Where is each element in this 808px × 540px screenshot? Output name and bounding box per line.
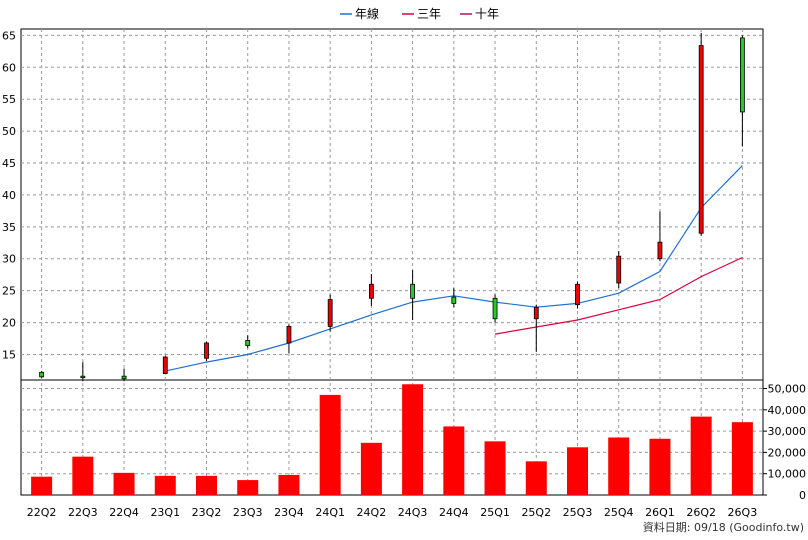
price-tick-label: 30 [2,253,16,266]
price-axis-ticks: 15 20 25 30 35 40 45 50 55 60 65 [2,29,16,361]
candle-body [286,325,292,344]
candle-body [739,37,745,113]
volume-bar [31,476,53,495]
volume-bar [731,422,753,495]
x-tick-label: 23Q2 [192,506,222,519]
volume-bar [113,472,135,495]
x-tick-label: 25Q4 [604,506,634,519]
candle-body [162,356,168,375]
candle-body [327,299,333,327]
x-tick-label: 25Q2 [521,506,551,519]
volume-bar [360,442,382,495]
price-tick-label: 35 [2,221,16,234]
x-tick-label: 24Q1 [315,506,345,519]
x-tick-label: 24Q3 [398,506,428,519]
x-tick-label: 24Q2 [357,506,387,519]
volume-bar [567,447,588,495]
volume-tick-label: 20,000 [768,446,807,459]
candle-body [368,283,374,299]
x-tick-label: 23Q4 [274,506,304,519]
x-tick-label: 26Q3 [728,506,758,519]
candle-body [245,340,251,346]
volume-tick-label: 40,000 [768,404,807,417]
volume-bar [237,480,259,495]
x-tick-label: 22Q3 [68,506,98,519]
moving-average-lines [165,165,743,372]
volume-bar [443,426,465,495]
price-tick-label: 60 [2,61,16,74]
volume-tick-label: 30,000 [768,425,807,438]
candle-body [657,241,663,260]
price-tick-label: 25 [2,285,16,298]
legend-label: 十年 [475,7,499,21]
candle-body [698,45,704,234]
x-tick-label: 23Q3 [233,506,263,519]
legend-label: 三年 [417,7,441,21]
volume-bar [690,416,712,495]
plot-frame [20,28,764,496]
volume-bar [525,461,547,495]
candle-body [575,283,580,306]
candle-body [616,255,622,284]
source-note: 資料日期: 09/18 (Goodinfo.tw) [643,520,804,534]
price-tick-label: 50 [2,125,16,138]
volume-tick-label: 0 [799,489,806,502]
x-tick-label: 22Q2 [27,506,57,519]
candle-body [492,297,498,320]
volume-tick-label: 10,000 [768,468,807,481]
candlesticks [39,32,745,382]
candle-body [80,375,86,379]
price-tick-label: 65 [2,29,16,42]
x-tick-label: 24Q4 [439,506,469,519]
volume-bar [608,437,630,495]
x-axis-ticks: 22Q2 22Q3 22Q4 23Q1 23Q2 23Q3 23Q4 24Q1 24Q2 24Q3… [27,506,757,519]
price-tick-label: 20 [2,317,16,330]
chart-legend: 年線 三年 十年 [340,6,499,21]
volume-bar [154,475,176,495]
volume-bars [31,384,753,495]
volume-bar [72,456,94,495]
candle-body [121,375,127,380]
grid-lines [21,29,763,495]
price-tick-label: 40 [2,189,16,202]
candle-body [39,371,45,378]
volume-bar [402,384,424,495]
x-tick-label: 26Q1 [645,506,675,519]
candle-body [533,306,539,320]
volume-axis-ticks: 0 10,000 20,000 30,000 40,000 50,000 [763,383,806,502]
x-tick-label: 23Q1 [150,506,180,519]
x-tick-label: 26Q2 [686,506,716,519]
price-tick-label: 55 [2,93,16,106]
volume-bar [196,475,217,495]
candle-body [204,342,209,359]
moving-average-line [165,165,743,372]
price-tick-label: 15 [2,348,16,361]
volume-tick-label: 50,000 [768,383,807,396]
price-tick-label: 45 [2,157,16,170]
volume-bar [278,474,300,495]
legend-label: 年線 [355,6,379,21]
volume-bar [319,394,341,495]
x-tick-label: 25Q3 [563,506,593,519]
volume-bar [484,441,506,495]
candle-body [451,296,457,304]
x-tick-label: 25Q1 [480,506,510,519]
volume-bar [649,438,671,495]
x-tick-label: 22Q4 [109,506,139,519]
candle-body [410,283,416,299]
